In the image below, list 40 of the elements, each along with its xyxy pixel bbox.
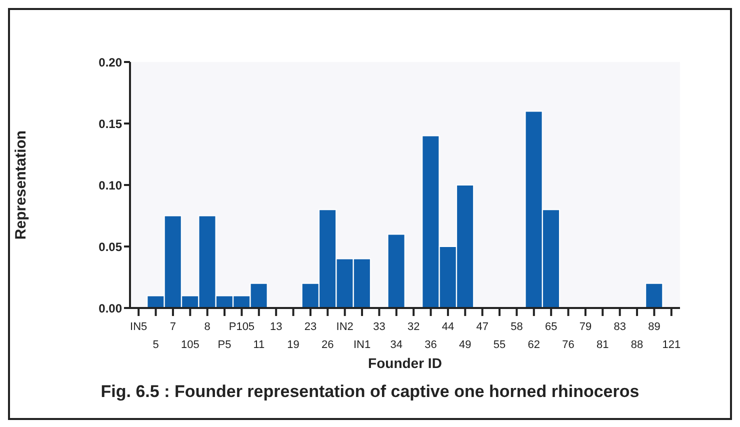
x-tick-label: P105	[228, 321, 255, 333]
x-tick-label: 5	[152, 339, 159, 351]
y-axis-title: Representation	[12, 130, 30, 240]
x-tick-label: IN5	[130, 321, 148, 333]
x-tick-label: 7	[170, 321, 176, 333]
y-tick-label: 0.00	[98, 301, 122, 316]
text: Fig. 6.5 : Founder representation of captive one horned rhinoceros	[100, 382, 640, 402]
x-tick-label: 11	[253, 339, 265, 351]
x-tick-label: 26	[322, 339, 334, 351]
x-tick-label: 83	[614, 321, 626, 333]
x-tick-label: 44	[442, 321, 454, 333]
x-tick-label: 34	[390, 339, 403, 351]
x-tick-label: IN1	[353, 339, 371, 351]
x-tick-label: 105	[180, 339, 200, 351]
x-tick-label: 79	[579, 321, 592, 333]
x-tick-label: 76	[562, 339, 574, 351]
x-tick-label: IN2	[336, 321, 354, 333]
x-tick-label: 13	[270, 321, 282, 333]
x-tick-label: 19	[287, 339, 300, 351]
x-tick-label: 89	[648, 321, 660, 333]
x-tick-label: 32	[407, 321, 420, 333]
y-tick-label: 0.10	[98, 178, 122, 192]
x-tick-label: 23	[304, 321, 317, 333]
x-axis-title: Founder ID	[368, 355, 442, 371]
x-tick-label: 47	[476, 321, 488, 333]
x-tick-label: 58	[510, 321, 523, 333]
x-tick-label: 49	[459, 339, 472, 351]
y-tick-label: 0.05	[98, 240, 122, 254]
x-tick-label: 8	[204, 321, 210, 333]
x-tick-label: 81	[596, 339, 609, 351]
x-tick-label: 55	[493, 339, 506, 351]
x-tick-label: 62	[528, 339, 540, 351]
x-tick-label: 33	[373, 321, 386, 333]
y-tick-label: 0.15	[98, 116, 122, 131]
x-tick-label: 36	[424, 339, 437, 351]
y-tick-label: 0.20	[98, 55, 122, 70]
x-tick-label: 121	[662, 339, 681, 351]
x-tick-label: 88	[630, 339, 644, 351]
x-tick-label: P5	[218, 339, 232, 351]
x-tick-label: 65	[544, 321, 558, 333]
